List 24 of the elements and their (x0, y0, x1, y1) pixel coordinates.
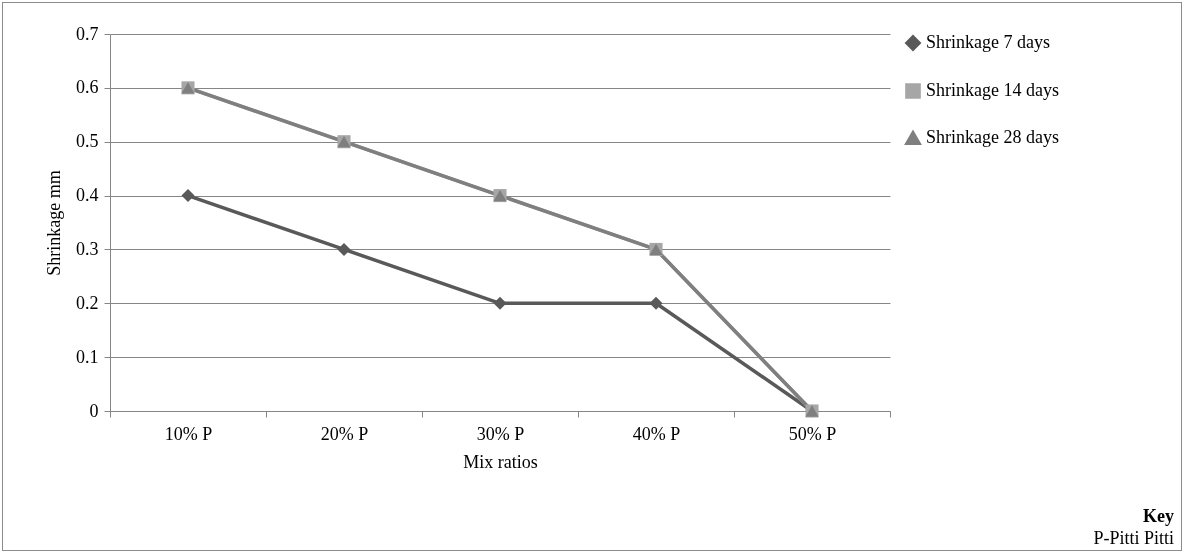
x-tick-label: 20% P (320, 423, 369, 444)
x-tick-label: 40% P (632, 423, 681, 444)
legend-label: Shrinkage 28 days (926, 127, 1059, 147)
text: P-Pitti Pitti (1093, 527, 1174, 549)
point (337, 242, 351, 256)
x-tick-label: 10% P (164, 423, 213, 444)
point (493, 296, 507, 310)
x-tick-label: 30% P (476, 423, 525, 444)
y-tick-label: 0.1 (76, 346, 99, 367)
x-tick-label: 50% P (788, 423, 837, 444)
text: Key (1142, 505, 1174, 527)
y-tick-label: 0.6 (76, 77, 99, 98)
legend-label: Shrinkage 7 days (926, 32, 1050, 52)
y-tick-label: 0.7 (76, 23, 99, 44)
y-tick-label: 0.4 (76, 185, 99, 206)
y-tick-label: 0.3 (76, 238, 99, 259)
point (649, 296, 663, 310)
y-tick-label: 0.5 (76, 131, 99, 152)
y-axis-title: Shrinkage mm (44, 170, 64, 276)
y-tick-label: 0.2 (76, 292, 99, 313)
point (181, 189, 195, 203)
x-axis-title: Mix ratios (463, 451, 538, 472)
legend-label: Shrinkage 14 days (926, 80, 1059, 100)
y-tick-label: 0 (89, 400, 99, 421)
